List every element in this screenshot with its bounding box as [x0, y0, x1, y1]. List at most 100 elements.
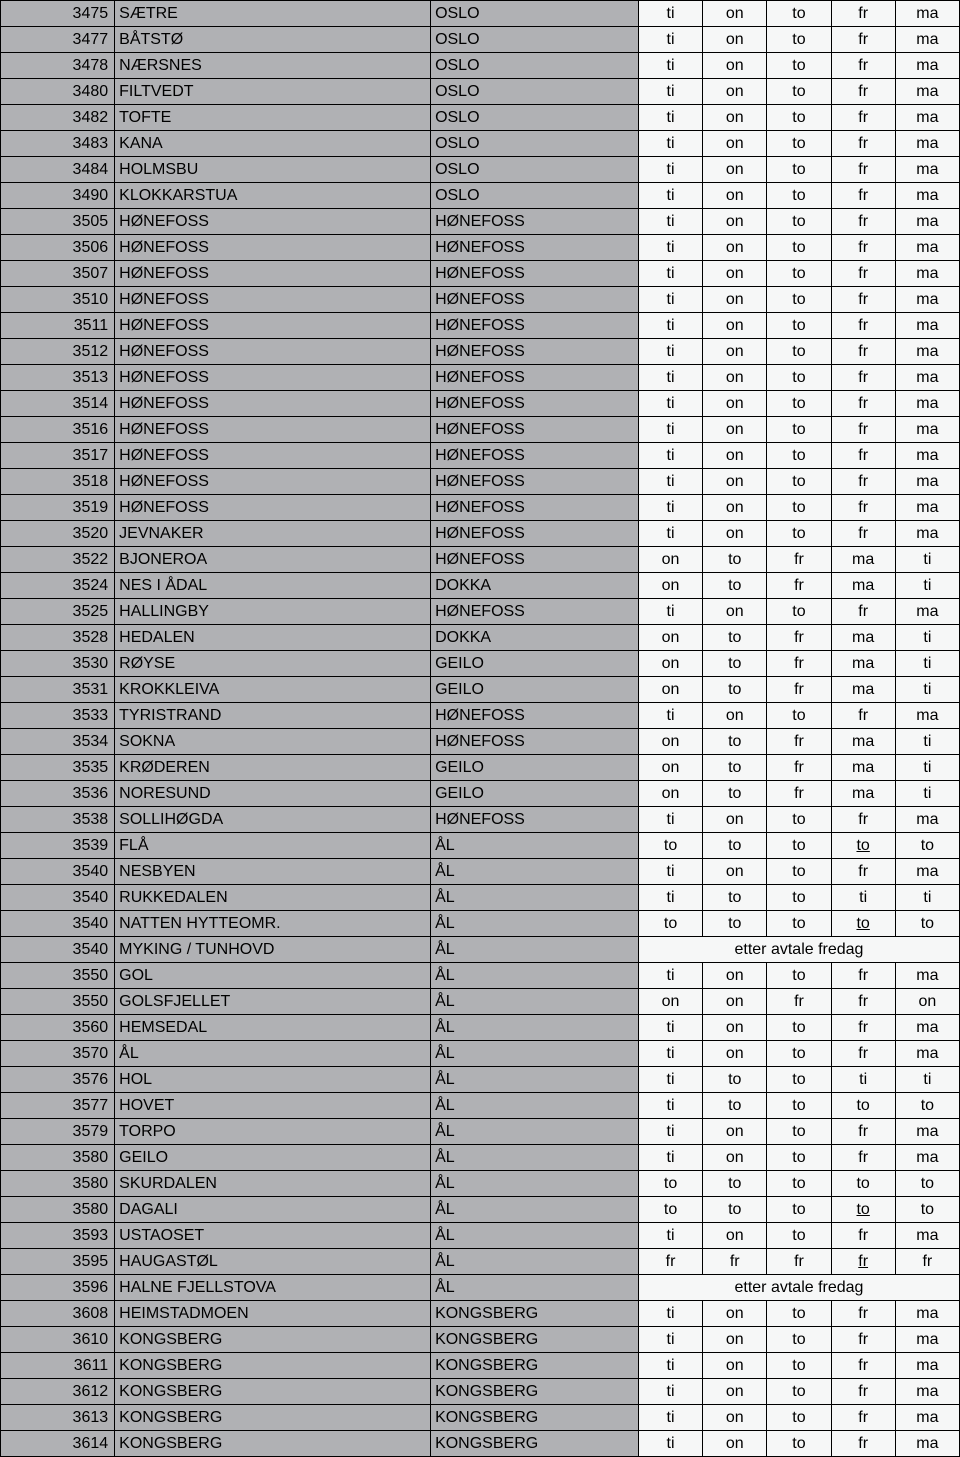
table-row: 3540NESBYENÅLtiontofrma [1, 859, 960, 885]
day-cell: ma [831, 781, 895, 807]
day-cell: to [767, 859, 831, 885]
day-cell: to [767, 885, 831, 911]
region-name: KONGSBERG [431, 1431, 639, 1457]
day-cell: ma [895, 391, 959, 417]
region-name: HØNEFOSS [431, 417, 639, 443]
day-cell: ti [895, 1067, 959, 1093]
region-name: HØNEFOSS [431, 599, 639, 625]
table-row: 3516HØNEFOSSHØNEFOSStiontofrma [1, 417, 960, 443]
place-name: HEIMSTADMOEN [115, 1301, 431, 1327]
day-cell: ti [638, 391, 702, 417]
day-cell: to [895, 1171, 959, 1197]
day-cell: on [638, 755, 702, 781]
day-cell: to [767, 261, 831, 287]
region-name: ÅL [431, 1093, 639, 1119]
day-cell: ma [895, 209, 959, 235]
day-cell: fr [767, 651, 831, 677]
day-cell: ma [831, 625, 895, 651]
day-cell: to [767, 1, 831, 27]
day-cell: fr [831, 1145, 895, 1171]
day-cell: on [703, 1145, 767, 1171]
place-name: SOKNA [115, 729, 431, 755]
day-cell: on [703, 1, 767, 27]
place-name: GOLSFJELLET [115, 989, 431, 1015]
day-cell: to [767, 911, 831, 937]
day-cell: fr [831, 443, 895, 469]
postal-code: 3514 [1, 391, 115, 417]
table-row: 3522BJONEROAHØNEFOSSontofrmati [1, 547, 960, 573]
day-cell: to [767, 53, 831, 79]
table-row: 3580GEILOÅLtiontofrma [1, 1145, 960, 1171]
day-cell: to [767, 27, 831, 53]
day-cell: fr [831, 807, 895, 833]
day-cell: to [703, 1093, 767, 1119]
day-cell: on [703, 807, 767, 833]
day-cell: on [703, 105, 767, 131]
day-cell: ti [638, 1067, 702, 1093]
place-name: HALLINGBY [115, 599, 431, 625]
day-cell: ma [895, 339, 959, 365]
region-name: HØNEFOSS [431, 261, 639, 287]
day-cell: to [895, 1197, 959, 1223]
postal-code: 3539 [1, 833, 115, 859]
day-cell: on [638, 651, 702, 677]
postal-code: 3482 [1, 105, 115, 131]
day-cell: fr [831, 391, 895, 417]
postal-code: 3560 [1, 1015, 115, 1041]
postal-code: 3613 [1, 1405, 115, 1431]
region-name: ÅL [431, 1197, 639, 1223]
day-cell: ma [895, 417, 959, 443]
table-row: 3560HEMSEDALÅLtiontofrma [1, 1015, 960, 1041]
day-cell: ti [638, 235, 702, 261]
region-name: OSLO [431, 157, 639, 183]
day-cell: ti [638, 469, 702, 495]
postal-code: 3550 [1, 989, 115, 1015]
day-cell: ti [638, 885, 702, 911]
day-cell: ma [895, 1431, 959, 1457]
postal-code: 3540 [1, 911, 115, 937]
region-name: HØNEFOSS [431, 547, 639, 573]
region-name: HØNEFOSS [431, 391, 639, 417]
day-cell: to [831, 1093, 895, 1119]
day-cell: ma [895, 599, 959, 625]
region-name: GEILO [431, 651, 639, 677]
day-cell: ti [895, 729, 959, 755]
postal-code: 3614 [1, 1431, 115, 1457]
day-cell: ma [895, 1405, 959, 1431]
day-cell: ma [895, 1379, 959, 1405]
day-cell: fr [831, 1041, 895, 1067]
table-row: 3519HØNEFOSSHØNEFOSStiontofrma [1, 495, 960, 521]
table-row: 3484HOLMSBUOSLOtiontofrma [1, 157, 960, 183]
day-cell: to [767, 313, 831, 339]
day-cell: to [767, 495, 831, 521]
day-cell: to [767, 183, 831, 209]
postal-code: 3512 [1, 339, 115, 365]
place-name: HOLMSBU [115, 157, 431, 183]
day-cell: ma [895, 79, 959, 105]
table-row: 3536NORESUNDGEILOontofrmati [1, 781, 960, 807]
day-cell: on [703, 1015, 767, 1041]
day-cell: ma [895, 443, 959, 469]
place-name: HAUGASTØL [115, 1249, 431, 1275]
table-row: 3595HAUGASTØLÅLfrfrfrfrfr [1, 1249, 960, 1275]
day-cell: ma [895, 1223, 959, 1249]
day-cell: fr [831, 261, 895, 287]
table-row: 3518HØNEFOSSHØNEFOSStiontofrma [1, 469, 960, 495]
day-cell: ma [895, 495, 959, 521]
region-name: HØNEFOSS [431, 703, 639, 729]
day-cell: to [703, 833, 767, 859]
table-row: 3506HØNEFOSSHØNEFOSStiontofrma [1, 235, 960, 261]
day-cell: on [703, 599, 767, 625]
place-name: KANA [115, 131, 431, 157]
day-cell: to [767, 1327, 831, 1353]
place-name: KONGSBERG [115, 1405, 431, 1431]
postal-code: 3610 [1, 1327, 115, 1353]
table-row: 3535KRØDERENGEILOontofrmati [1, 755, 960, 781]
day-cell: fr [831, 131, 895, 157]
day-cell: fr [831, 339, 895, 365]
day-cell: to [767, 469, 831, 495]
table-row: 3538SOLLIHØGDAHØNEFOSStiontofrma [1, 807, 960, 833]
day-cell: ti [638, 1041, 702, 1067]
day-cell: ti [831, 885, 895, 911]
day-cell: to [767, 79, 831, 105]
